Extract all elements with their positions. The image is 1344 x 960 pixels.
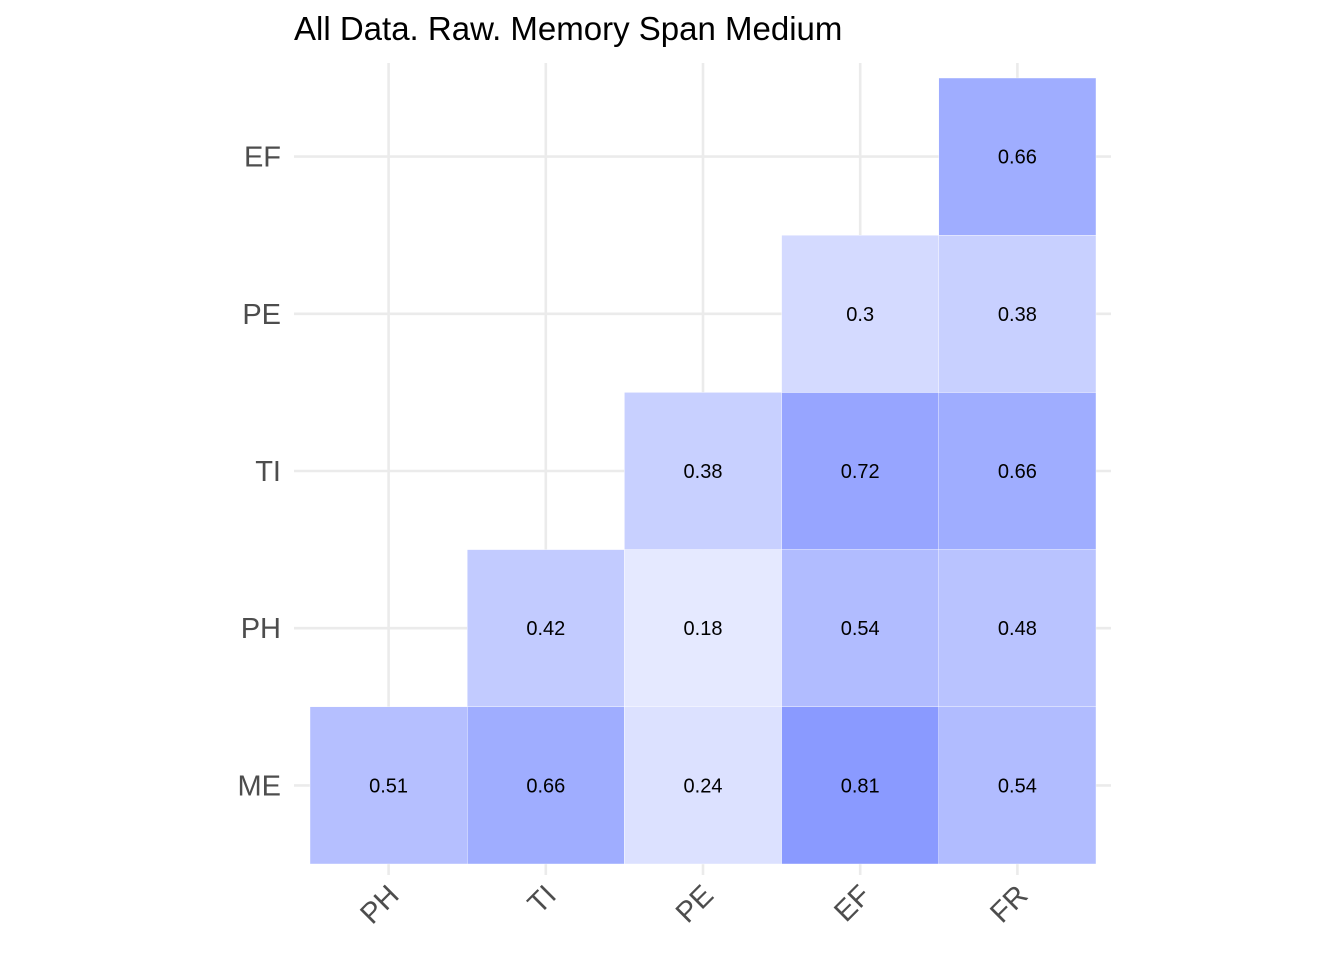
cell-label-ti-me: 0.66	[526, 775, 565, 797]
cell-label-fr-ph: 0.48	[998, 618, 1037, 640]
heatmap-cell-ef-ph	[781, 549, 939, 707]
cell-labels: 0.51 0.66 0.24 0.81 0.54 0.42 0.18 0.54 0.48 0.38…	[369, 147, 1037, 798]
cell-label-fr-ef: 0.66	[998, 147, 1037, 169]
heatmap-cell-fr-ef	[938, 77, 1097, 236]
heatmap-cells	[309, 77, 1097, 865]
cell-label-ti-ph: 0.42	[526, 618, 565, 640]
heatmap-cell-pe-ph	[624, 549, 782, 707]
y-axis: ME PH TI PE EF	[238, 142, 282, 803]
heatmap-cell-ph-me	[309, 706, 468, 865]
x-tick-label-ef: EF	[828, 879, 877, 928]
cell-label-fr-me: 0.54	[998, 775, 1037, 797]
cell-label-ef-ph: 0.54	[841, 618, 880, 640]
x-tick-label-pe: PE	[670, 879, 720, 929]
heatmap-cell-ef-pe	[781, 234, 939, 393]
x-axis: PH TI PE EF FR	[354, 879, 1034, 930]
x-tick-label-ti: TI	[522, 879, 563, 920]
y-tick-label-pe: PE	[242, 299, 281, 331]
cell-label-ef-pe: 0.3	[846, 304, 874, 326]
y-tick-label-me: ME	[238, 770, 282, 802]
cell-label-pe-ph: 0.18	[684, 618, 723, 640]
heatmap-cell-fr-ti	[938, 392, 1097, 550]
cell-label-ph-me: 0.51	[369, 775, 408, 797]
heatmap-cell-fr-me	[938, 706, 1097, 865]
y-tick-label-ef: EF	[244, 142, 281, 174]
heatmap-cell-ef-me	[781, 706, 939, 865]
x-tick-label-fr: FR	[984, 879, 1034, 929]
chart-title: All Data. Raw. Memory Span Medium	[294, 10, 842, 47]
cell-label-fr-pe: 0.38	[998, 304, 1037, 326]
heatmap-cell-ti-me	[467, 706, 625, 865]
heatmap-cell-pe-ti	[624, 392, 782, 550]
heatmap-cell-ef-ti	[781, 392, 939, 550]
cell-label-ef-ti: 0.72	[841, 461, 880, 483]
heatmap-cell-pe-me	[624, 706, 782, 865]
cell-label-ef-me: 0.81	[841, 775, 880, 797]
y-tick-label-ti: TI	[255, 456, 281, 488]
heatmap-cell-ti-ph	[467, 549, 625, 707]
heatmap-cell-fr-ph	[938, 549, 1097, 707]
y-tick-label-ph: PH	[241, 613, 281, 645]
cell-label-pe-ti: 0.38	[684, 461, 723, 483]
cell-label-fr-ti: 0.66	[998, 461, 1037, 483]
cell-label-pe-me: 0.24	[684, 775, 723, 797]
x-tick-label-ph: PH	[354, 879, 405, 930]
